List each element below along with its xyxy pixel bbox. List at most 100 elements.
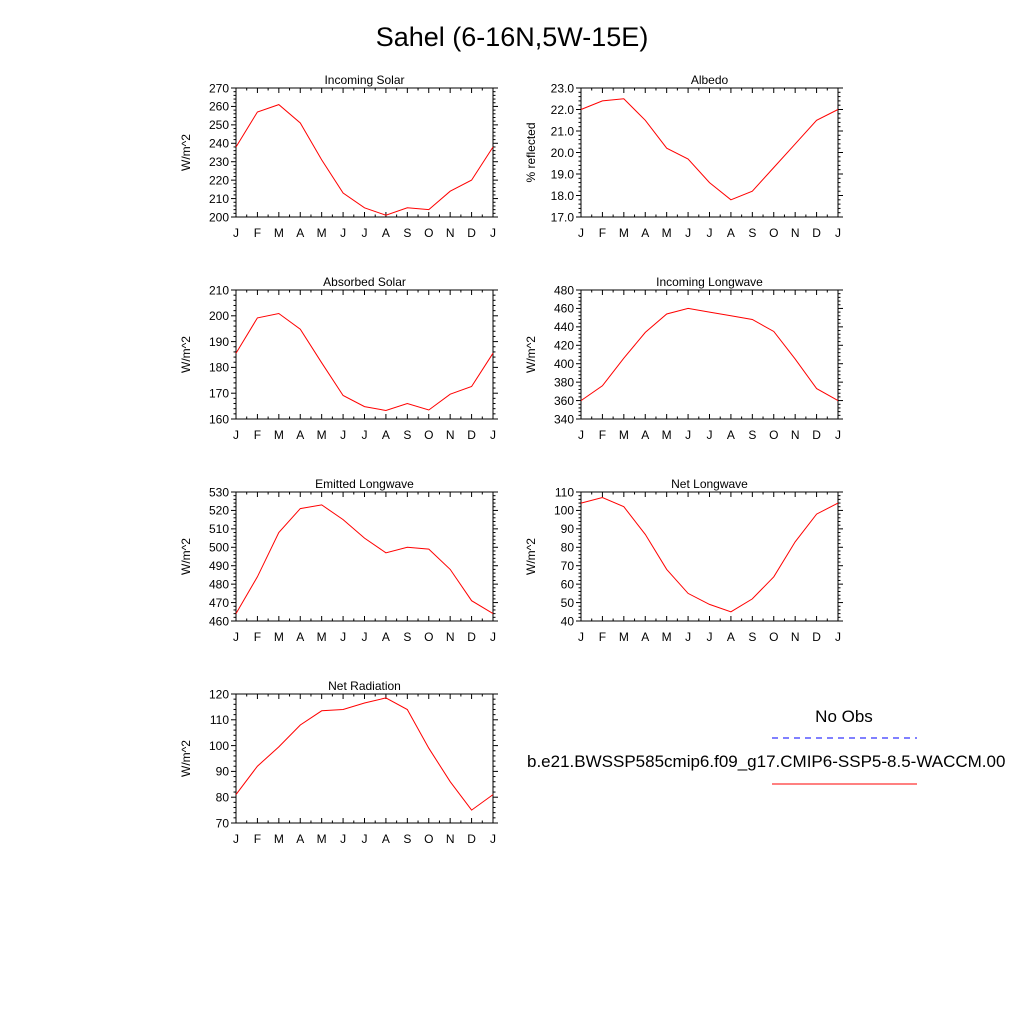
x-tick-label: O	[424, 832, 433, 846]
x-tick-label: M	[274, 428, 284, 442]
x-tick-label: M	[317, 630, 327, 644]
x-tick-label: J	[707, 630, 713, 644]
x-tick-label: F	[254, 428, 261, 442]
y-tick-label: 110	[210, 713, 229, 727]
x-tick-label: J	[362, 832, 368, 846]
x-tick-label: D	[467, 832, 476, 846]
x-tick-label: M	[619, 428, 629, 442]
series-line	[235, 312, 494, 412]
x-tick-label: M	[274, 226, 284, 240]
figure-title: Sahel (6-16N,5W-15E)	[376, 22, 649, 52]
series-line	[580, 98, 839, 201]
y-tick-label: 190	[209, 335, 229, 349]
y-tick-label: 460	[209, 614, 229, 628]
plot-frame	[580, 491, 839, 622]
y-tick-label: 23.0	[551, 81, 575, 95]
y-tick-label: 260	[209, 100, 229, 114]
y-axis-label: W/m^2	[524, 336, 538, 373]
x-tick-label: A	[296, 226, 304, 240]
y-tick-label: 380	[554, 375, 574, 389]
x-tick-label: J	[578, 226, 584, 240]
x-tick-label: J	[362, 226, 368, 240]
x-tick-label: S	[403, 428, 411, 442]
x-tick-label: J	[340, 428, 346, 442]
y-tick-label: 220	[209, 173, 229, 187]
y-tick-label: 400	[554, 357, 574, 371]
x-tick-label: D	[812, 428, 821, 442]
y-tick-label: 70	[561, 559, 575, 573]
x-tick-label: F	[599, 226, 606, 240]
y-tick-label: 500	[209, 541, 229, 555]
x-tick-label: N	[446, 428, 455, 442]
y-tick-label: 90	[561, 522, 575, 536]
y-tick-label: 80	[216, 791, 230, 805]
x-tick-label: O	[424, 630, 433, 644]
y-tick-label: 530	[209, 485, 229, 499]
panel-title: Albedo	[691, 73, 729, 87]
x-tick-label: J	[685, 630, 691, 644]
y-tick-label: 520	[209, 504, 229, 518]
y-tick-label: 230	[209, 155, 229, 169]
y-tick-label: 180	[209, 361, 229, 375]
y-tick-label: 360	[554, 394, 574, 408]
y-tick-label: 210	[209, 283, 229, 297]
y-axis-label: W/m^2	[179, 336, 193, 373]
y-tick-label: 90	[216, 765, 230, 779]
plot-frame	[580, 289, 839, 420]
x-tick-label: S	[403, 630, 411, 644]
panel-title: Emitted Longwave	[315, 477, 414, 491]
plot-frame	[580, 87, 839, 218]
series-line	[235, 104, 494, 216]
x-tick-label: F	[254, 832, 261, 846]
series-line	[235, 504, 494, 615]
x-tick-label: D	[467, 630, 476, 644]
y-tick-label: 470	[209, 596, 229, 610]
x-tick-label: J	[233, 428, 239, 442]
y-tick-label: 19.0	[551, 167, 575, 181]
x-tick-label: F	[599, 428, 606, 442]
x-tick-label: M	[619, 226, 629, 240]
y-tick-label: 100	[209, 739, 229, 753]
plot-frame	[235, 491, 494, 622]
x-tick-label: S	[403, 832, 411, 846]
y-tick-label: 22.0	[551, 103, 575, 117]
y-tick-label: 18.0	[551, 189, 575, 203]
x-tick-label: A	[382, 428, 390, 442]
x-tick-label: M	[662, 428, 672, 442]
y-tick-label: 70	[216, 816, 230, 830]
x-tick-label: A	[727, 428, 735, 442]
x-tick-label: M	[662, 630, 672, 644]
y-axis-label: W/m^2	[179, 538, 193, 575]
x-tick-label: J	[578, 428, 584, 442]
x-tick-label: J	[490, 630, 496, 644]
x-tick-label: A	[641, 428, 649, 442]
panel-title: Net Radiation	[328, 679, 401, 693]
x-tick-label: J	[685, 428, 691, 442]
x-tick-label: J	[490, 832, 496, 846]
y-tick-label: 460	[554, 302, 574, 316]
x-tick-label: M	[662, 226, 672, 240]
legend: No Obs b.e21.BWSSP585cmip6.f09_g17.CMIP6…	[527, 707, 1005, 785]
x-tick-label: S	[748, 428, 756, 442]
x-tick-label: J	[340, 832, 346, 846]
x-tick-label: J	[835, 428, 841, 442]
x-tick-label: F	[599, 630, 606, 644]
y-tick-label: 60	[561, 577, 575, 591]
x-tick-label: A	[382, 832, 390, 846]
x-tick-label: N	[446, 630, 455, 644]
panel-title: Absorbed Solar	[323, 275, 406, 289]
y-tick-label: 200	[209, 309, 229, 323]
x-tick-label: O	[769, 428, 778, 442]
y-tick-label: 21.0	[551, 124, 575, 138]
x-tick-label: A	[382, 226, 390, 240]
x-tick-label: M	[317, 832, 327, 846]
x-tick-label: O	[769, 226, 778, 240]
x-tick-label: A	[727, 226, 735, 240]
x-tick-label: N	[791, 630, 800, 644]
